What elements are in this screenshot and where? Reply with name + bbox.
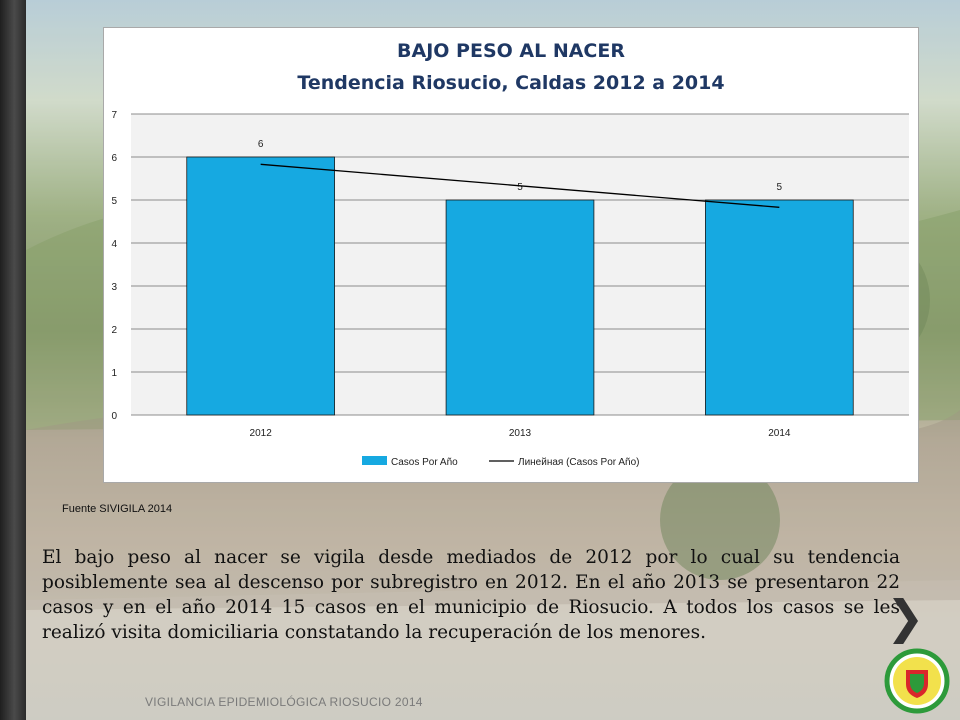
legend-label-bars: Casos Por Año <box>391 457 458 468</box>
x-tick-label: 2013 <box>509 428 532 439</box>
chevron-right-icon[interactable]: ❯ <box>886 590 925 644</box>
y-tick-label: 5 <box>111 196 117 207</box>
bar <box>445 199 595 416</box>
data-label: 5 <box>517 182 523 193</box>
chart-title: BAJO PESO AL NACER <box>397 40 625 62</box>
y-tick-label: 4 <box>111 239 117 250</box>
y-tick-label: 7 <box>111 110 117 121</box>
legend-label-trendline: Линейная (Casos Por Año) <box>518 457 639 468</box>
municipal-seal-logo <box>884 648 950 714</box>
chart-subtitle: Tendencia Riosucio, Caldas 2012 a 2014 <box>297 72 725 94</box>
footer-text: VIGILANCIA EPIDEMIOLÓGICA RIOSUCIO 2014 <box>145 695 423 709</box>
chart-panel: BAJO PESO AL NACER Tendencia Riosucio, C… <box>103 27 919 483</box>
data-label: 6 <box>258 139 264 150</box>
trendline <box>260 163 780 208</box>
x-tick-label: 2012 <box>250 428 273 439</box>
y-tick-label: 2 <box>111 325 117 336</box>
y-tick-label: 3 <box>111 282 117 293</box>
y-tick-label: 6 <box>111 153 117 164</box>
source-note: Fuente SIVIGILA 2014 <box>62 503 173 515</box>
bar <box>186 156 335 416</box>
y-tick-label: 0 <box>111 411 117 422</box>
left-side-bar <box>0 0 26 720</box>
x-tick-label: 2014 <box>768 428 791 439</box>
bar <box>705 199 854 416</box>
body-paragraph: El bajo peso al nacer se vigila desde me… <box>42 547 900 643</box>
data-label: 5 <box>777 182 783 193</box>
legend-swatch-bar <box>362 456 387 465</box>
y-tick-label: 1 <box>111 368 117 379</box>
bar-chart: 0 1 2 3 4 5 6 7 6 2012 5 2013 5 2014 Casos Por Año Лине… <box>111 110 909 468</box>
